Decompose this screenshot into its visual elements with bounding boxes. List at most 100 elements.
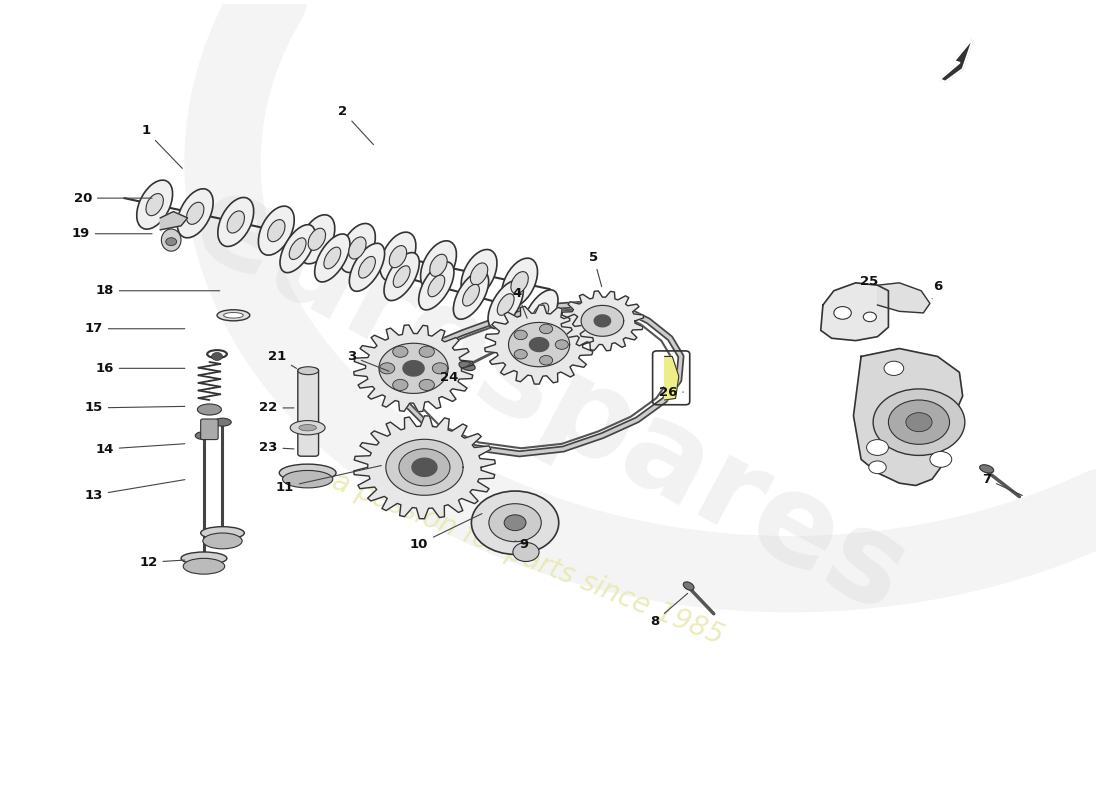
Ellipse shape xyxy=(384,253,419,301)
Polygon shape xyxy=(354,325,473,412)
Text: 17: 17 xyxy=(85,322,185,335)
Ellipse shape xyxy=(683,582,694,590)
Ellipse shape xyxy=(350,243,385,291)
Ellipse shape xyxy=(279,464,335,482)
Polygon shape xyxy=(939,38,974,82)
Text: 25: 25 xyxy=(859,274,886,290)
Ellipse shape xyxy=(359,257,375,278)
Polygon shape xyxy=(386,439,463,495)
Ellipse shape xyxy=(349,237,366,259)
Ellipse shape xyxy=(177,189,213,238)
Circle shape xyxy=(419,379,435,390)
Polygon shape xyxy=(529,338,549,351)
Text: 23: 23 xyxy=(260,441,294,454)
Text: 9: 9 xyxy=(515,538,528,550)
Ellipse shape xyxy=(146,194,164,216)
Ellipse shape xyxy=(162,229,182,251)
Ellipse shape xyxy=(182,552,227,565)
Ellipse shape xyxy=(340,223,375,273)
Polygon shape xyxy=(561,291,644,350)
Polygon shape xyxy=(581,306,624,336)
Polygon shape xyxy=(854,349,962,486)
Ellipse shape xyxy=(430,254,448,276)
Circle shape xyxy=(540,355,552,365)
Ellipse shape xyxy=(197,404,221,415)
Circle shape xyxy=(513,542,539,562)
Text: 2: 2 xyxy=(338,105,374,145)
Text: 16: 16 xyxy=(96,362,185,375)
Circle shape xyxy=(867,439,889,455)
Circle shape xyxy=(889,400,949,444)
Polygon shape xyxy=(508,322,570,366)
Ellipse shape xyxy=(308,228,326,250)
Ellipse shape xyxy=(389,246,407,268)
Text: 18: 18 xyxy=(96,284,220,298)
Polygon shape xyxy=(403,361,425,376)
Ellipse shape xyxy=(323,247,341,269)
Circle shape xyxy=(869,461,887,474)
Ellipse shape xyxy=(315,234,350,282)
Text: 3: 3 xyxy=(346,350,389,371)
Ellipse shape xyxy=(195,432,212,439)
Ellipse shape xyxy=(166,238,177,246)
Ellipse shape xyxy=(510,272,528,294)
Ellipse shape xyxy=(461,250,497,298)
Circle shape xyxy=(884,362,904,375)
Circle shape xyxy=(906,413,932,432)
Ellipse shape xyxy=(202,533,242,549)
Text: 4: 4 xyxy=(513,286,527,318)
Text: 11: 11 xyxy=(276,466,382,494)
Ellipse shape xyxy=(218,198,254,246)
Text: 12: 12 xyxy=(139,556,185,569)
Ellipse shape xyxy=(200,526,244,539)
Text: 24: 24 xyxy=(440,362,473,384)
Text: 22: 22 xyxy=(260,402,294,414)
Ellipse shape xyxy=(522,290,558,338)
Text: 7: 7 xyxy=(982,473,1022,495)
Ellipse shape xyxy=(283,470,333,488)
Ellipse shape xyxy=(289,238,306,259)
Ellipse shape xyxy=(502,258,538,307)
Polygon shape xyxy=(821,283,889,341)
Circle shape xyxy=(930,451,952,467)
Ellipse shape xyxy=(184,558,224,574)
Ellipse shape xyxy=(223,313,243,318)
Polygon shape xyxy=(379,343,448,394)
Ellipse shape xyxy=(394,266,410,287)
Polygon shape xyxy=(664,357,679,400)
Ellipse shape xyxy=(453,271,488,319)
Ellipse shape xyxy=(471,263,487,285)
Circle shape xyxy=(834,306,851,319)
Ellipse shape xyxy=(136,180,173,229)
Ellipse shape xyxy=(488,281,524,329)
Text: 21: 21 xyxy=(268,350,297,369)
Ellipse shape xyxy=(213,418,231,426)
Ellipse shape xyxy=(379,232,416,281)
Ellipse shape xyxy=(258,206,294,255)
Ellipse shape xyxy=(267,219,285,242)
Text: 10: 10 xyxy=(410,514,482,550)
Text: a passion for parts since 1985: a passion for parts since 1985 xyxy=(329,466,728,650)
Text: 5: 5 xyxy=(590,251,602,286)
Text: 15: 15 xyxy=(85,402,185,414)
Circle shape xyxy=(504,514,526,530)
Ellipse shape xyxy=(299,425,317,431)
Ellipse shape xyxy=(980,465,993,473)
Circle shape xyxy=(393,346,408,358)
Circle shape xyxy=(419,346,435,358)
Ellipse shape xyxy=(187,202,204,224)
Ellipse shape xyxy=(290,421,326,435)
Circle shape xyxy=(540,324,552,334)
Circle shape xyxy=(379,362,395,374)
Circle shape xyxy=(514,330,527,340)
Text: 6: 6 xyxy=(932,280,943,298)
Circle shape xyxy=(488,504,541,542)
Polygon shape xyxy=(161,211,188,230)
Ellipse shape xyxy=(298,366,319,374)
Ellipse shape xyxy=(419,262,454,310)
Ellipse shape xyxy=(280,225,316,273)
Circle shape xyxy=(514,350,527,359)
Circle shape xyxy=(211,353,222,361)
Circle shape xyxy=(432,362,448,374)
Polygon shape xyxy=(412,458,437,476)
